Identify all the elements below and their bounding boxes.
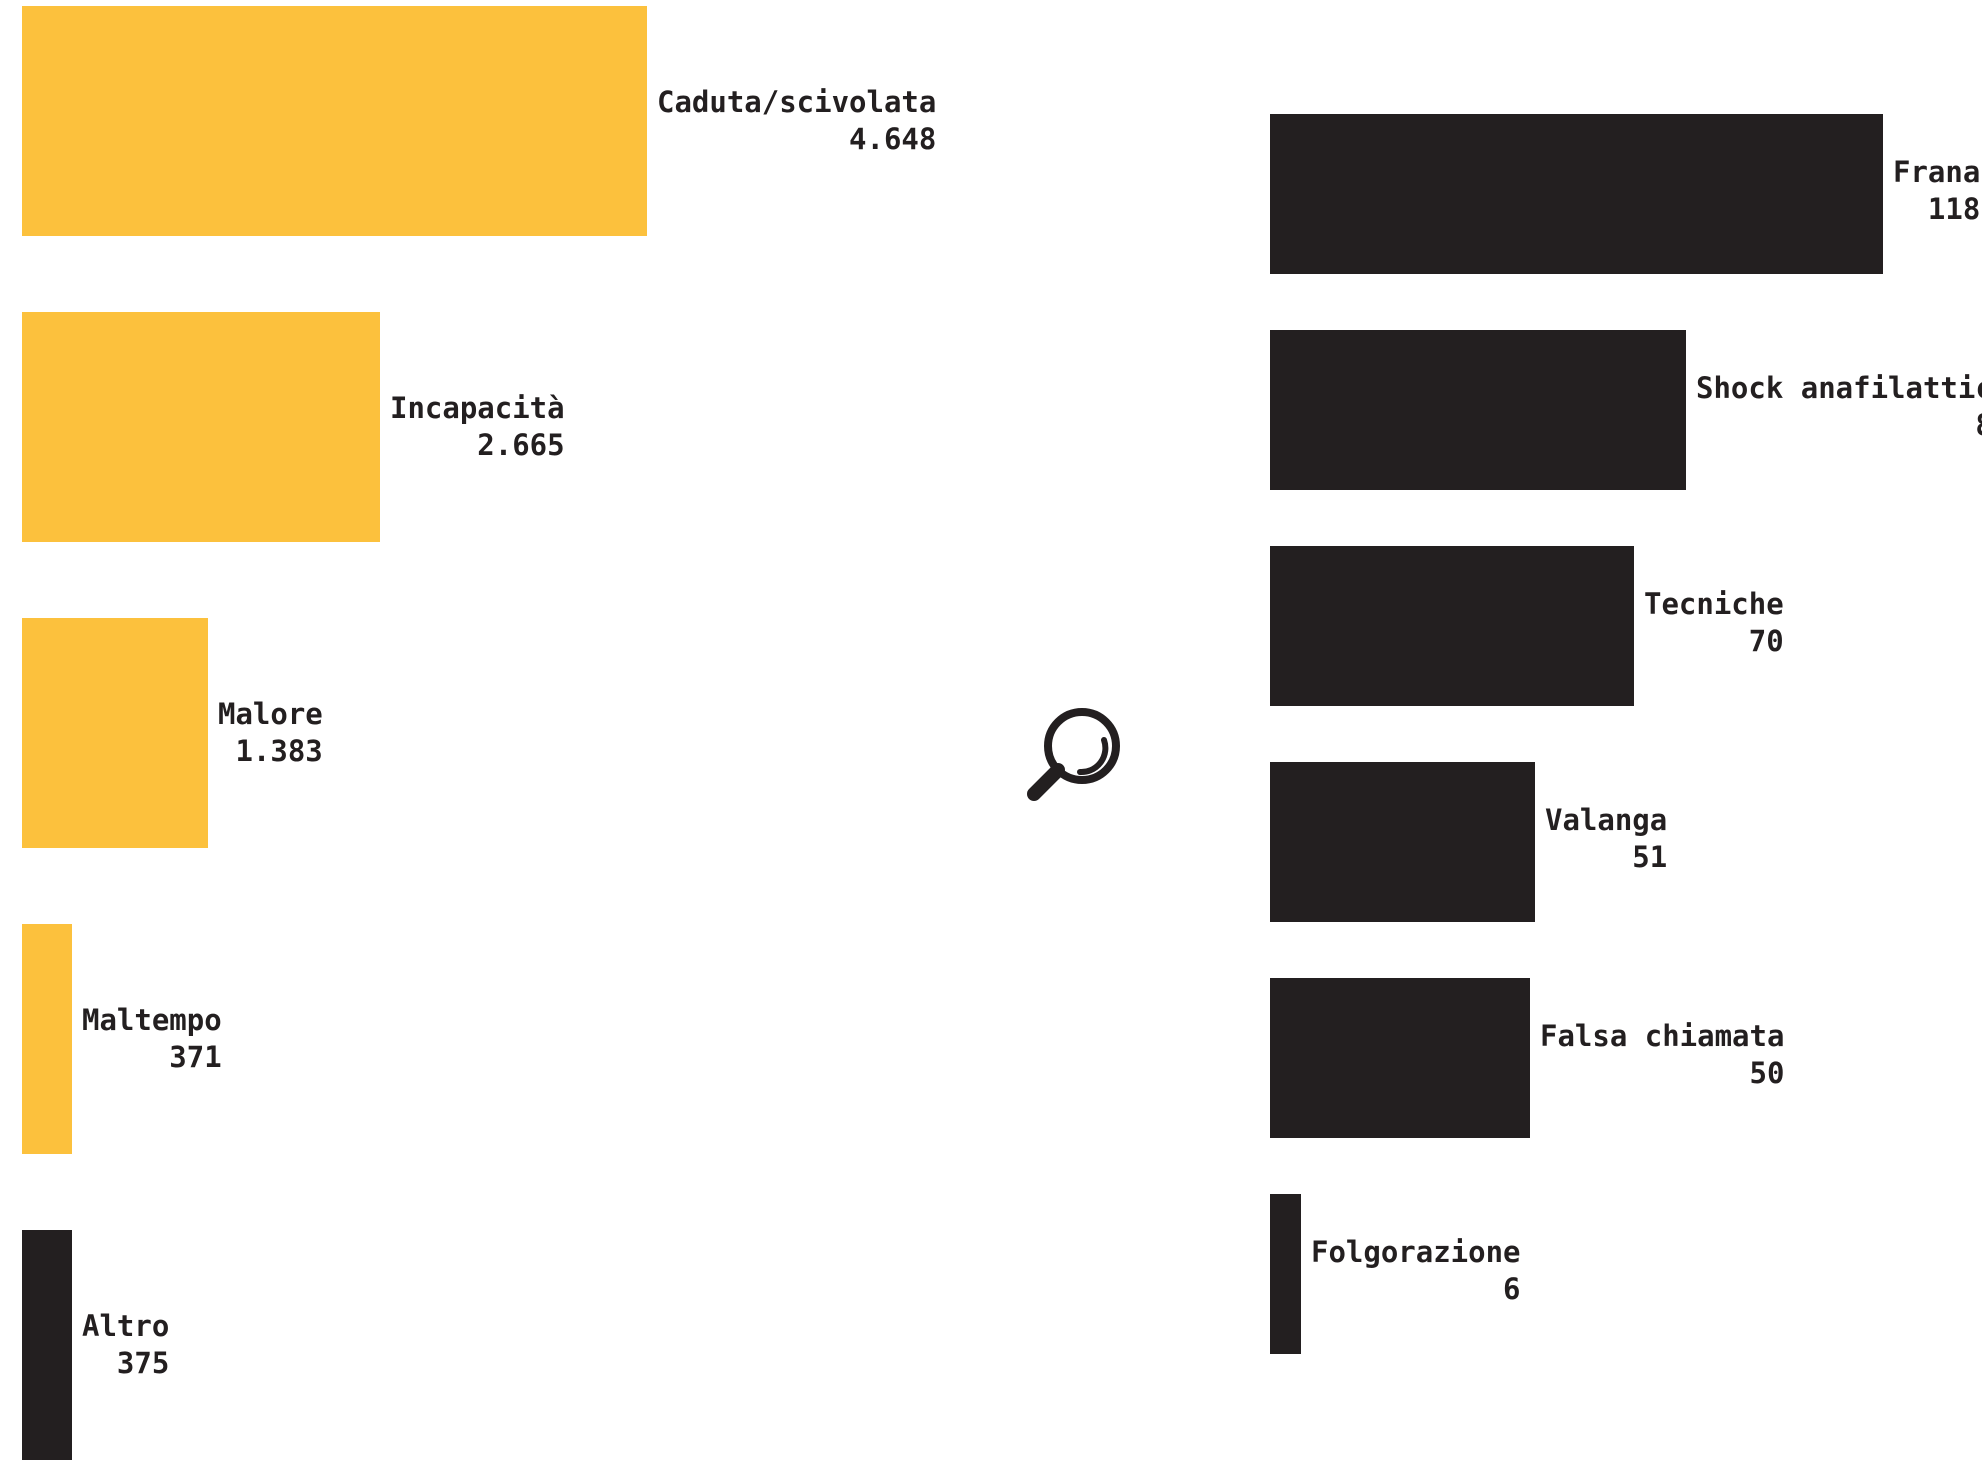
- value-label: 118: [1927, 192, 1981, 226]
- category-label: Malore: [218, 697, 323, 731]
- bar-folgorazione: [1270, 1194, 1301, 1354]
- bar-incapacit-: [22, 312, 380, 542]
- bar-malore: [22, 618, 208, 848]
- bar-altro: [22, 1230, 72, 1460]
- bar-label: Shock anafilattico80: [1696, 370, 1982, 444]
- category-label: Tecniche: [1644, 587, 1784, 621]
- category-label: Maltempo: [82, 1003, 222, 1037]
- bar-frana: [1270, 114, 1883, 274]
- value-label: 2.665: [477, 428, 565, 462]
- value-label: 50: [1749, 1056, 1785, 1090]
- bar-label: Malore 1.383: [218, 696, 323, 770]
- value-label: 6: [1503, 1272, 1521, 1306]
- value-label: 70: [1748, 624, 1784, 658]
- bar-caduta-scivolata: [22, 6, 647, 236]
- category-label: Caduta/scivolata: [657, 85, 937, 119]
- category-label: Frana: [1893, 155, 1981, 189]
- chart-left: Caduta/scivolata 4.648 Incapacità 2.665 Malo…: [0, 0, 980, 1460]
- category-label: Altro: [82, 1309, 170, 1343]
- magnifier-icon: [1022, 700, 1132, 810]
- bar-label: Caduta/scivolata 4.648: [657, 84, 936, 158]
- bar-shock-anafilattico: [1270, 330, 1686, 490]
- bar-label: Altro 375: [82, 1308, 169, 1382]
- bar-label: Valanga 51: [1545, 802, 1667, 876]
- bar-label: Tecniche 70: [1644, 586, 1784, 660]
- value-label: 375: [116, 1346, 170, 1380]
- bar-maltempo: [22, 924, 72, 1154]
- value-label: 4.648: [849, 122, 937, 156]
- category-label: Folgorazione: [1311, 1235, 1521, 1269]
- bar-valanga: [1270, 762, 1535, 922]
- bar-label: Falsa chiamata 50: [1540, 1018, 1784, 1092]
- value-label: 80: [1696, 407, 1982, 444]
- bar-label: Maltempo 371: [82, 1002, 222, 1076]
- value-label: 1.383: [235, 734, 323, 768]
- value-label: 51: [1632, 840, 1668, 874]
- bar-label: Folgorazione 6: [1311, 1234, 1521, 1308]
- category-label: Incapacità: [390, 391, 565, 425]
- bar-falsa-chiamata: [1270, 978, 1530, 1138]
- category-label: Shock anafilattico: [1696, 371, 1982, 405]
- bar-label: Incapacità 2.665: [390, 390, 565, 464]
- value-label: 371: [169, 1040, 222, 1074]
- bar-label: Frana 118: [1893, 154, 1980, 228]
- category-label: Falsa chiamata: [1540, 1019, 1785, 1053]
- category-label: Valanga: [1545, 803, 1668, 837]
- bar-tecniche: [1270, 546, 1634, 706]
